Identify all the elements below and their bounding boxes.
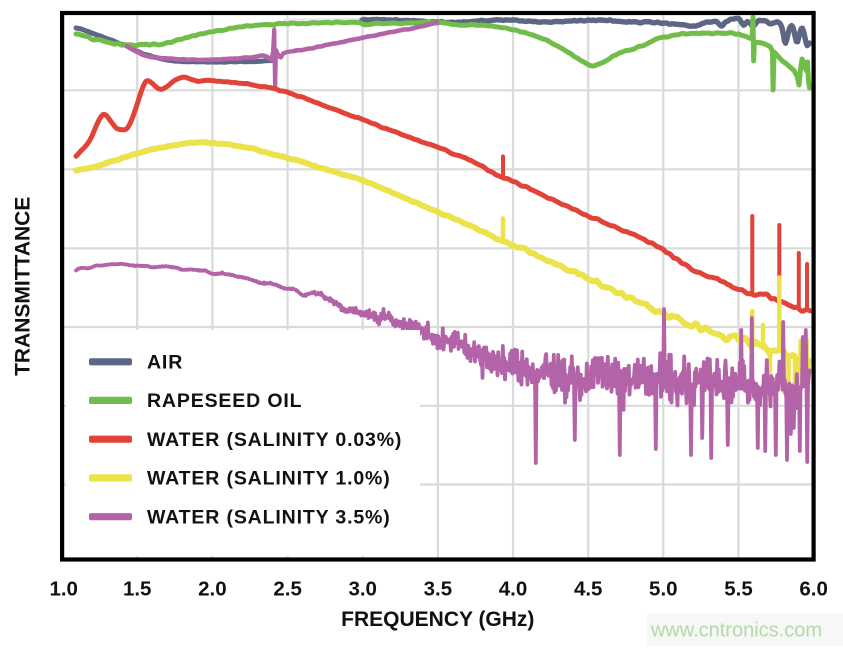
svg-text:4.5: 4.5: [574, 578, 603, 601]
svg-text:FREQUENCY (GHz): FREQUENCY (GHz): [341, 608, 534, 631]
svg-text:WATER (SALINITY 3.5%): WATER (SALINITY 3.5%): [147, 506, 391, 528]
svg-text:WATER (SALINITY 1.0%): WATER (SALINITY 1.0%): [147, 468, 391, 490]
svg-text:2.0: 2.0: [198, 578, 227, 601]
svg-text:AIR: AIR: [147, 351, 183, 373]
svg-text:WATER (SALINITY 0.03%): WATER (SALINITY 0.03%): [147, 429, 402, 451]
svg-text:TRANSMITTANCE: TRANSMITTANCE: [12, 197, 35, 376]
svg-text:3.0: 3.0: [348, 578, 377, 601]
svg-text:1.0: 1.0: [49, 578, 78, 601]
svg-text:5.0: 5.0: [649, 578, 678, 601]
svg-text:3.5: 3.5: [424, 578, 453, 601]
svg-text:5.5: 5.5: [724, 578, 753, 601]
svg-text:www.cntronics.com: www.cntronics.com: [650, 620, 822, 642]
svg-text:2.5: 2.5: [273, 578, 302, 601]
svg-text:6.0: 6.0: [799, 578, 828, 601]
svg-text:1.5: 1.5: [123, 578, 152, 601]
svg-text:4.0: 4.0: [499, 578, 528, 601]
svg-text:RAPESEED OIL: RAPESEED OIL: [147, 390, 302, 412]
